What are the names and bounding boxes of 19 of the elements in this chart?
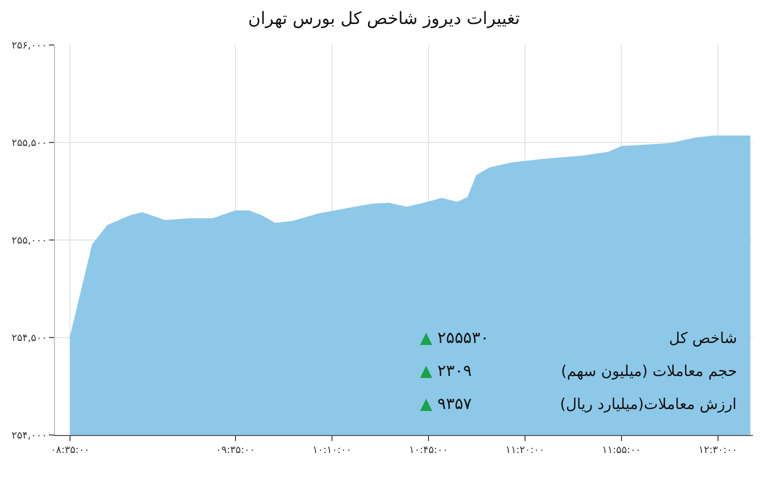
y-tick-label: ۲۵۶,۰۰۰ <box>12 40 47 52</box>
y-tick-label: ۲۵۴,۵۰۰ <box>12 333 47 344</box>
y-tick-label: ۲۵۴,۰۰۰ <box>12 430 47 442</box>
y-tick-label: ۲۵۵,۰۰۰ <box>12 236 47 246</box>
x-tick-label: ۰۹:۳۵:۰۰ <box>216 445 255 456</box>
x-tick-label: ۱۰:۴۵:۰۰ <box>408 445 448 456</box>
annotation: شاخص کل <box>669 329 738 347</box>
annotation: حجم معاملات (میلیون سهم) <box>561 362 738 380</box>
x-tick-label: ۰۸:۳۵:۰۰ <box>50 445 90 456</box>
y-tick-label: ۲۵۵,۵۰۰ <box>12 138 47 149</box>
x-tick-label: ۱۱:۲۰:۰۰ <box>505 445 544 456</box>
chart-title: تغییرات دیروز شاخص کل بورس تهران <box>248 8 520 29</box>
annotation: ▲ ۲۳۰۹ <box>420 361 472 380</box>
annotation: ارزش معاملات(میلیارد ریال) <box>560 395 737 413</box>
annotation: ▲ ۲۵۵۵۳۰ <box>420 328 489 347</box>
x-tick-label: ۱۰:۱۰:۰۰ <box>312 445 352 456</box>
x-tick-label: ۱۱:۵۵:۰۰ <box>602 445 641 456</box>
x-tick-label: ۱۲:۳۰:۰۰ <box>698 445 738 456</box>
annotation: ▲ ۹۳۵۷ <box>420 394 472 413</box>
